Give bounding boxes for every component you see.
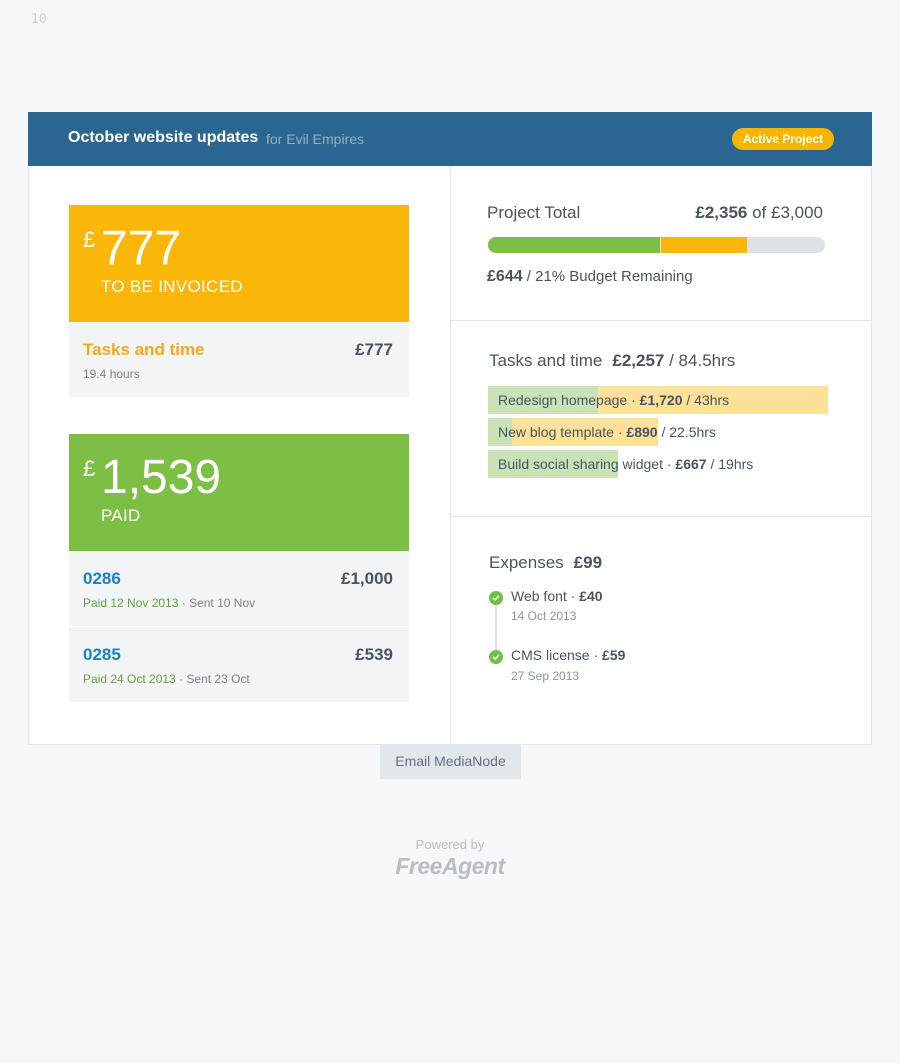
invoice-row[interactable]: 0286 £1,000 Paid 12 Nov 2013 · Sent 10 N… (69, 551, 409, 626)
tasks-total-hours: / 84.5hrs (664, 351, 736, 370)
task-name: New blog template · (498, 424, 627, 440)
check-icon (489, 650, 503, 664)
invoice-paid-date: Paid 24 Oct 2013 (83, 672, 176, 686)
project-budget: of £3,000 (747, 203, 823, 222)
task-hours: / 43hrs (682, 392, 730, 408)
task-amount: £667 (675, 456, 707, 472)
invoice-status: Paid 24 Oct 2013 · Sent 23 Oct (83, 672, 250, 686)
invoice-paid-date: Paid 12 Nov 2013 (83, 596, 179, 610)
to-be-invoiced-summary: £ 777 TO BE INVOICED (69, 205, 409, 322)
task-budget-bar (488, 418, 658, 446)
tasks-and-time-row[interactable]: Tasks and time £777 19.4 hours (69, 322, 409, 397)
expenses-title: Expenses (489, 553, 564, 572)
remaining-text: / 21% Budget Remaining (522, 268, 693, 285)
expense-name: CMS license · (511, 647, 603, 663)
task-label: Redesign homepage · £1,720 / 43hrs (498, 392, 729, 408)
tasks-total: £2,257 (612, 351, 665, 370)
invoice-sent-date: · Sent 10 Nov (178, 596, 256, 610)
expense-item[interactable]: CMS license · £59 (511, 647, 625, 663)
task-hours: / 22.5hrs (657, 424, 716, 440)
task-row[interactable]: Build social sharing widget · £667 / 19h… (488, 450, 828, 478)
expense-amount: £59 (602, 647, 626, 663)
task-amount: £1,720 (639, 392, 683, 408)
tasks-hours: 19.4 hours (83, 367, 140, 381)
tasks-amount: £777 (355, 340, 393, 359)
task-paid-bar (488, 418, 512, 446)
paid-summary: £ 1,539 PAID (69, 434, 409, 551)
task-label: Build social sharing widget · £667 / 19h… (498, 456, 753, 472)
task-row[interactable]: Redesign homepage · £1,720 / 43hrs (488, 386, 828, 414)
project-client: for Evil Empires (266, 131, 365, 147)
invoice-sent-date: · Sent 23 Oct (175, 672, 250, 686)
project-header: October website updates for Evil Empires… (28, 112, 872, 166)
project-total-value: £2,356 of £3,000 (695, 203, 823, 223)
powered-by-text: Powered by (415, 837, 485, 852)
task-name: Build social sharing widget · (498, 456, 676, 472)
budget-segment-paid (488, 237, 660, 253)
status-badge: Active Project (731, 128, 834, 150)
expense-item[interactable]: Web font · £40 (511, 588, 603, 604)
task-paid-bar (488, 450, 618, 478)
budget-segment-to-be-invoiced (661, 237, 747, 253)
column-divider (450, 166, 451, 745)
task-paid-bar (488, 386, 598, 414)
task-name: Redesign homepage · (498, 392, 640, 408)
invoice-row[interactable]: 0285 £539 Paid 24 Oct 2013 · Sent 23 Oct (69, 627, 409, 702)
currency-symbol: £ (83, 227, 96, 252)
project-spent: £2,356 (695, 203, 748, 222)
currency-symbol: £ (83, 456, 96, 481)
task-label: New blog template · £890 / 22.5hrs (498, 424, 716, 440)
budget-remaining: £644 / 21% Budget Remaining (487, 268, 693, 286)
invoice-number-link[interactable]: 0285 (83, 645, 121, 664)
budget-progress-bar (488, 237, 825, 253)
project-title: October website updates (68, 129, 259, 146)
expense-name: Web font · (511, 588, 580, 604)
expenses-section-title: Expenses £99 (489, 553, 602, 573)
task-amount: £890 (626, 424, 658, 440)
email-button[interactable]: Email MediaNode (380, 744, 521, 779)
corner-number: 10 (31, 12, 47, 27)
paid-amount: 1,539 (101, 451, 222, 504)
invoice-amount: £1,000 (341, 569, 393, 588)
task-hours: / 19hrs (706, 456, 754, 472)
expense-amount: £40 (579, 588, 603, 604)
expense-date: 14 Oct 2013 (511, 609, 577, 623)
section-divider (451, 516, 872, 517)
to-be-invoiced-amount: 777 (101, 222, 182, 275)
freeagent-logo[interactable]: FreeAgent (395, 853, 505, 879)
invoice-number-link[interactable]: 0286 (83, 569, 121, 588)
tasks-section-title: Tasks and time £2,257 / 84.5hrs (489, 351, 735, 371)
paid-label: PAID (101, 506, 141, 525)
tasks-and-time-link[interactable]: Tasks and time (83, 340, 205, 359)
invoice-status: Paid 12 Nov 2013 · Sent 10 Nov (83, 596, 255, 610)
expense-timeline (495, 604, 497, 652)
tasks-title: Tasks and time (489, 351, 603, 370)
expenses-total: £99 (573, 553, 603, 572)
project-card: October website updates for Evil Empires… (28, 112, 872, 745)
project-total-label: Project Total (487, 203, 581, 222)
task-row[interactable]: New blog template · £890 / 22.5hrs (488, 418, 828, 446)
remaining-amount: £644 (487, 268, 523, 285)
invoice-amount: £539 (355, 645, 393, 664)
to-be-invoiced-label: TO BE INVOICED (101, 277, 243, 296)
check-icon (489, 591, 503, 605)
expense-date: 27 Sep 2013 (511, 669, 580, 683)
section-divider (451, 320, 872, 321)
